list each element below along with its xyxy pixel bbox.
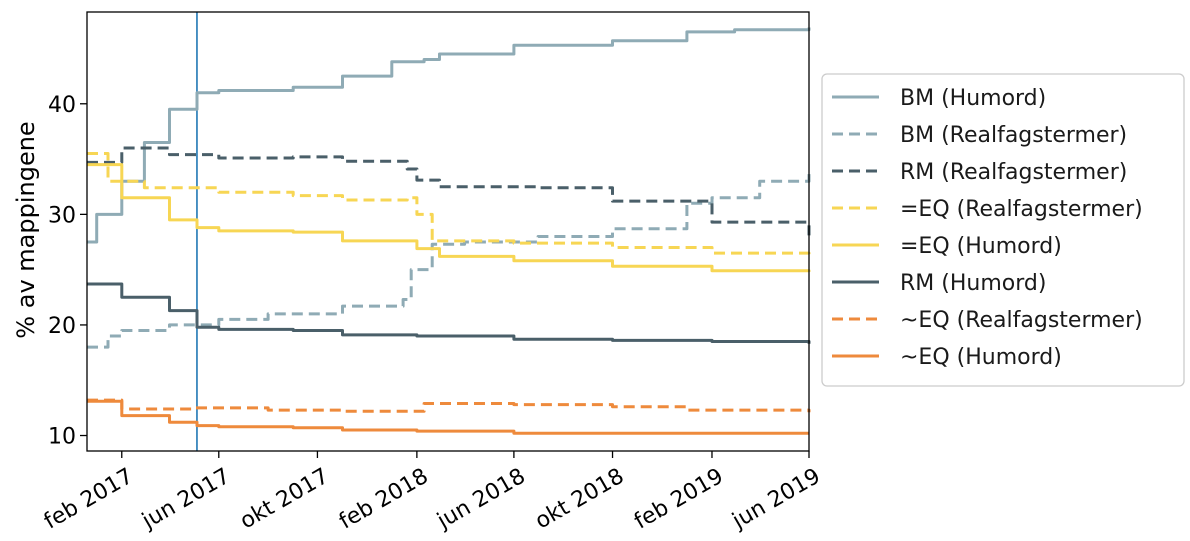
legend: BM (Humord) BM (Realfagstermer) RM (Realfa… <box>821 73 1185 387</box>
series-line-5 <box>87 282 811 344</box>
series-layer <box>87 27 811 435</box>
x-tick-label: feb 2018 <box>335 464 433 535</box>
series-line-0 <box>87 27 811 244</box>
y-axis-label: % av mappingene <box>12 121 40 338</box>
legend-box <box>821 73 1185 387</box>
x-tick-label: okt 2017 <box>236 464 333 535</box>
x-tick-label: feb 2019 <box>630 464 728 535</box>
x-tick-label: jun 2017 <box>137 464 234 535</box>
series-line-1 <box>87 172 811 349</box>
y-tick-label: 40 <box>48 93 76 118</box>
legend-label: ~EQ (Humord) <box>900 345 1062 370</box>
legend-label: BM (Realfagstermer) <box>900 123 1127 148</box>
x-tick-label: jun 2019 <box>727 464 824 535</box>
legend-label: ~EQ (Realfagstermer) <box>900 308 1143 333</box>
legend-label: RM (Humord) <box>900 271 1046 296</box>
series-line-2 <box>87 146 811 236</box>
series-line-7 <box>87 399 809 435</box>
x-tick-label: feb 2017 <box>40 464 138 535</box>
series-line-4 <box>87 163 811 273</box>
y-axis: 10 20 30 40 <box>48 93 87 450</box>
plot-area-frame <box>86 11 810 452</box>
series-line-6 <box>87 398 811 413</box>
legend-label: BM (Humord) <box>900 86 1046 111</box>
legend-label: =EQ (Realfagstermer) <box>900 197 1143 222</box>
x-axis: feb 2017 jun 2017 okt 2017 feb 2018 jun 2018… <box>40 451 825 535</box>
y-tick-label: 30 <box>48 203 76 228</box>
y-tick-label: 20 <box>48 314 76 339</box>
legend-label: RM (Realfagstermer) <box>900 160 1127 185</box>
x-tick-label: jun 2018 <box>432 464 529 535</box>
series-line-3 <box>87 152 811 257</box>
x-tick-label: okt 2018 <box>531 464 628 535</box>
legend-label: =EQ (Humord) <box>900 234 1062 259</box>
y-tick-label: 10 <box>48 425 76 450</box>
